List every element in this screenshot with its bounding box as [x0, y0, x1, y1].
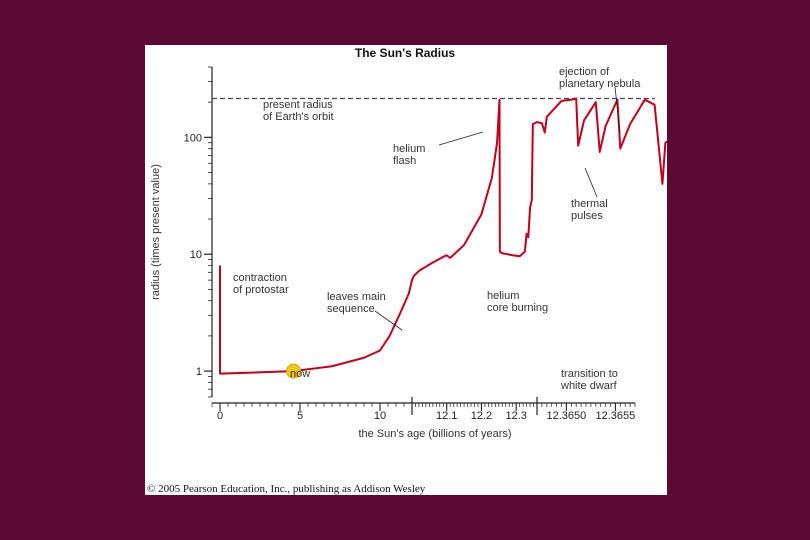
y-tick-label: 100 — [184, 132, 202, 144]
chart-title: The Sun's Radius — [355, 46, 456, 60]
annotation-label: core burning — [487, 302, 548, 314]
now-marker — [286, 363, 302, 379]
plot-area — [212, 97, 667, 379]
x-tick-label: 5 — [297, 410, 303, 422]
y-tick-label: 1 — [196, 366, 202, 378]
annotation-pointer — [614, 86, 621, 134]
annotation-label: leaves main — [327, 291, 386, 303]
x-axis-label: the Sun's age (billions of years) — [358, 428, 511, 440]
x-tick-label: 12.3 — [505, 410, 526, 422]
y-tick-label: 10 — [190, 249, 202, 261]
annotation-label: helium — [393, 143, 425, 155]
chart-slide: The Sun's Radius 1 10 100 radius (times pres… — [145, 45, 667, 495]
annotation-label: pulses — [571, 210, 603, 222]
annotation-label: planetary nebula — [559, 78, 641, 90]
x-tick-label: 0 — [217, 410, 223, 422]
annotation-label: of protostar — [233, 284, 289, 296]
reference-line-label: present radius — [263, 99, 333, 111]
x-tick-label: 12.2 — [471, 410, 492, 422]
x-tick-label: 10 — [374, 410, 386, 422]
annotation-label: flash — [393, 155, 416, 167]
annotation-label: helium — [487, 290, 519, 302]
reference-line-label: of Earth's orbit — [263, 111, 334, 123]
annotation-label: transition to — [561, 368, 618, 380]
annotation-pointer — [438, 131, 484, 146]
annotation-label: white dwarf — [560, 380, 618, 392]
annotation-label: sequence — [327, 303, 375, 315]
x-tick-label: 12.3650 — [547, 410, 587, 422]
annotation-pointer — [584, 167, 598, 198]
series-line-sun-radius — [219, 97, 667, 375]
annotation-pointer — [374, 310, 403, 331]
x-tick-label: 12.1 — [436, 410, 457, 422]
annotation-label: contraction — [233, 272, 287, 284]
y-axis-label: radius (times present value) — [150, 164, 162, 300]
axes — [204, 66, 636, 415]
copyright-text: © 2005 Pearson Education, Inc., publishi… — [147, 483, 426, 495]
annotation-label: now — [290, 368, 310, 380]
annotation-label: ejection of — [559, 66, 610, 78]
annotation-label: thermal — [571, 198, 608, 210]
x-tick-label: 12.3655 — [596, 410, 636, 422]
